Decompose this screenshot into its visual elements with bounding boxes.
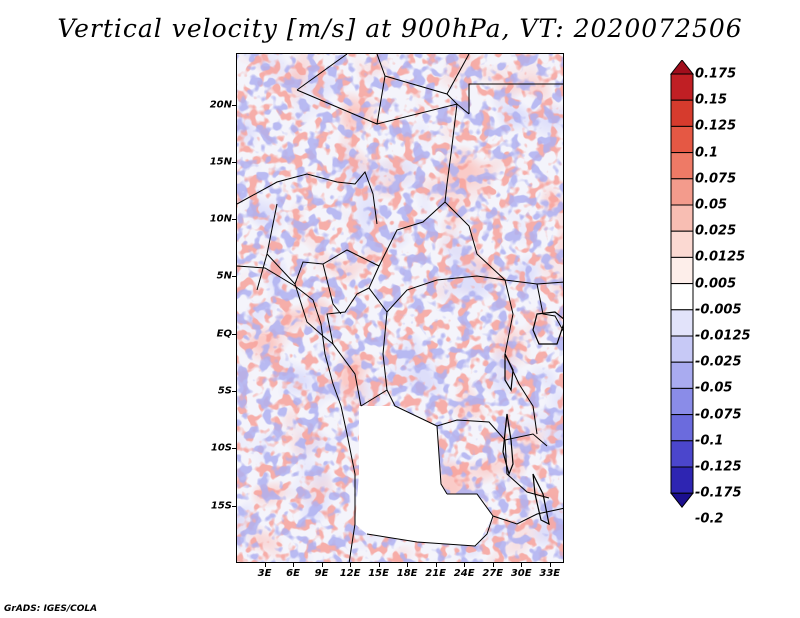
colorbar-label: -0.075	[695, 407, 742, 423]
colorbar-swatch	[670, 99, 694, 127]
colorbar-label: -0.2	[695, 511, 724, 527]
lon-tick-label: 6E	[286, 568, 300, 579]
colorbar-label: 0.025	[695, 223, 737, 239]
lat-tick-label: 15S	[210, 500, 232, 512]
coastline	[237, 265, 356, 562]
lat-tick-mark	[232, 333, 236, 335]
lon-tick-label: 18E	[396, 568, 418, 579]
colorbar-label: 0.05	[695, 197, 728, 213]
colorbar-label: 0.005	[695, 276, 737, 292]
colorbar-label: 0.15	[695, 92, 728, 108]
colorbar-swatch	[670, 309, 694, 337]
colorbar-label: -0.025	[695, 354, 742, 370]
colorbar-swatch	[670, 283, 694, 311]
lake-outlines	[502, 311, 563, 526]
colorbar-swatch	[670, 440, 694, 468]
colorbar-swatch	[670, 125, 694, 154]
colorbar-swatch	[670, 73, 694, 101]
lon-tick-mark	[549, 563, 551, 567]
lon-tick-mark	[293, 563, 295, 567]
colorbar-label: 0.075	[695, 171, 737, 187]
colorbar-swatch	[670, 204, 694, 232]
lon-tick-mark	[407, 563, 409, 567]
lon-tick-label: 24E	[453, 568, 475, 579]
lon-tick-mark	[492, 563, 494, 567]
lon-tick-label: 3E	[257, 568, 272, 579]
colorbar-label: -0.0125	[695, 328, 751, 344]
colorbar-swatch	[670, 361, 694, 389]
lat-tick-mark	[232, 505, 236, 507]
lon-tick-mark	[435, 563, 437, 567]
lat-tick-label: EQ	[216, 328, 232, 340]
lat-tick-mark	[232, 448, 236, 450]
colorbar-swatch	[670, 178, 694, 206]
colorbar	[670, 60, 694, 509]
country-borders	[237, 54, 563, 547]
lon-tick-label: 15E	[368, 568, 389, 579]
colorbar-swatch	[670, 466, 694, 494]
colorbar-label: 0.125	[695, 118, 737, 134]
lon-tick-mark	[264, 563, 266, 567]
lon-tick-label: 12E	[339, 568, 361, 579]
lat-tick-label: 5N	[216, 270, 232, 282]
lat-tick-label: 20N	[209, 99, 232, 111]
lat-tick-label: 15N	[209, 156, 232, 168]
credit-text: GrADS: IGES/COLA	[4, 604, 98, 614]
lat-tick-label: 10S	[210, 442, 232, 454]
lon-tick-mark	[350, 563, 352, 567]
lon-tick-mark	[321, 563, 323, 567]
lat-tick-label: 10N	[209, 213, 232, 225]
colorbar-label: -0.1	[695, 433, 724, 449]
lat-tick-mark	[232, 276, 236, 278]
colorbar-label: 0.1	[695, 145, 719, 161]
colorbar-max-arrow	[670, 60, 694, 75]
chart-title: Vertical velocity [m/s] at 900hPa, VT: 2…	[57, 14, 743, 43]
colorbar-label: -0.05	[695, 380, 733, 396]
lat-tick-mark	[232, 219, 236, 221]
colorbar-min-arrow	[670, 492, 694, 509]
colorbar-label: -0.175	[695, 485, 742, 501]
lon-tick-mark	[378, 563, 380, 567]
lon-tick-label: 33E	[539, 568, 561, 579]
colorbar-label: -0.125	[695, 459, 742, 475]
map-panel	[236, 53, 564, 563]
colorbar-swatch	[670, 387, 694, 416]
colorbar-label: -0.005	[695, 302, 742, 318]
lon-tick-label: 27E	[482, 568, 504, 579]
colorbar-swatch	[670, 335, 694, 363]
lat-tick-mark	[232, 391, 236, 393]
lat-tick-label: 5S	[217, 385, 232, 397]
colorbar-swatch	[670, 414, 694, 442]
colorbar-swatch	[670, 152, 694, 180]
lon-tick-mark	[464, 563, 466, 567]
lon-tick-label: 30E	[510, 568, 532, 579]
lon-tick-label: 9E	[314, 568, 329, 579]
colorbar-swatch	[670, 230, 694, 258]
colorbar-swatch	[670, 256, 694, 285]
lon-tick-mark	[521, 563, 523, 567]
lat-tick-mark	[232, 104, 236, 106]
colorbar-label: 0.175	[695, 66, 737, 82]
colorbar-label: 0.0125	[695, 249, 746, 265]
lat-tick-mark	[232, 161, 236, 163]
velocity-field	[237, 54, 563, 562]
lon-tick-label: 21E	[425, 568, 447, 579]
calm-region	[355, 406, 493, 546]
